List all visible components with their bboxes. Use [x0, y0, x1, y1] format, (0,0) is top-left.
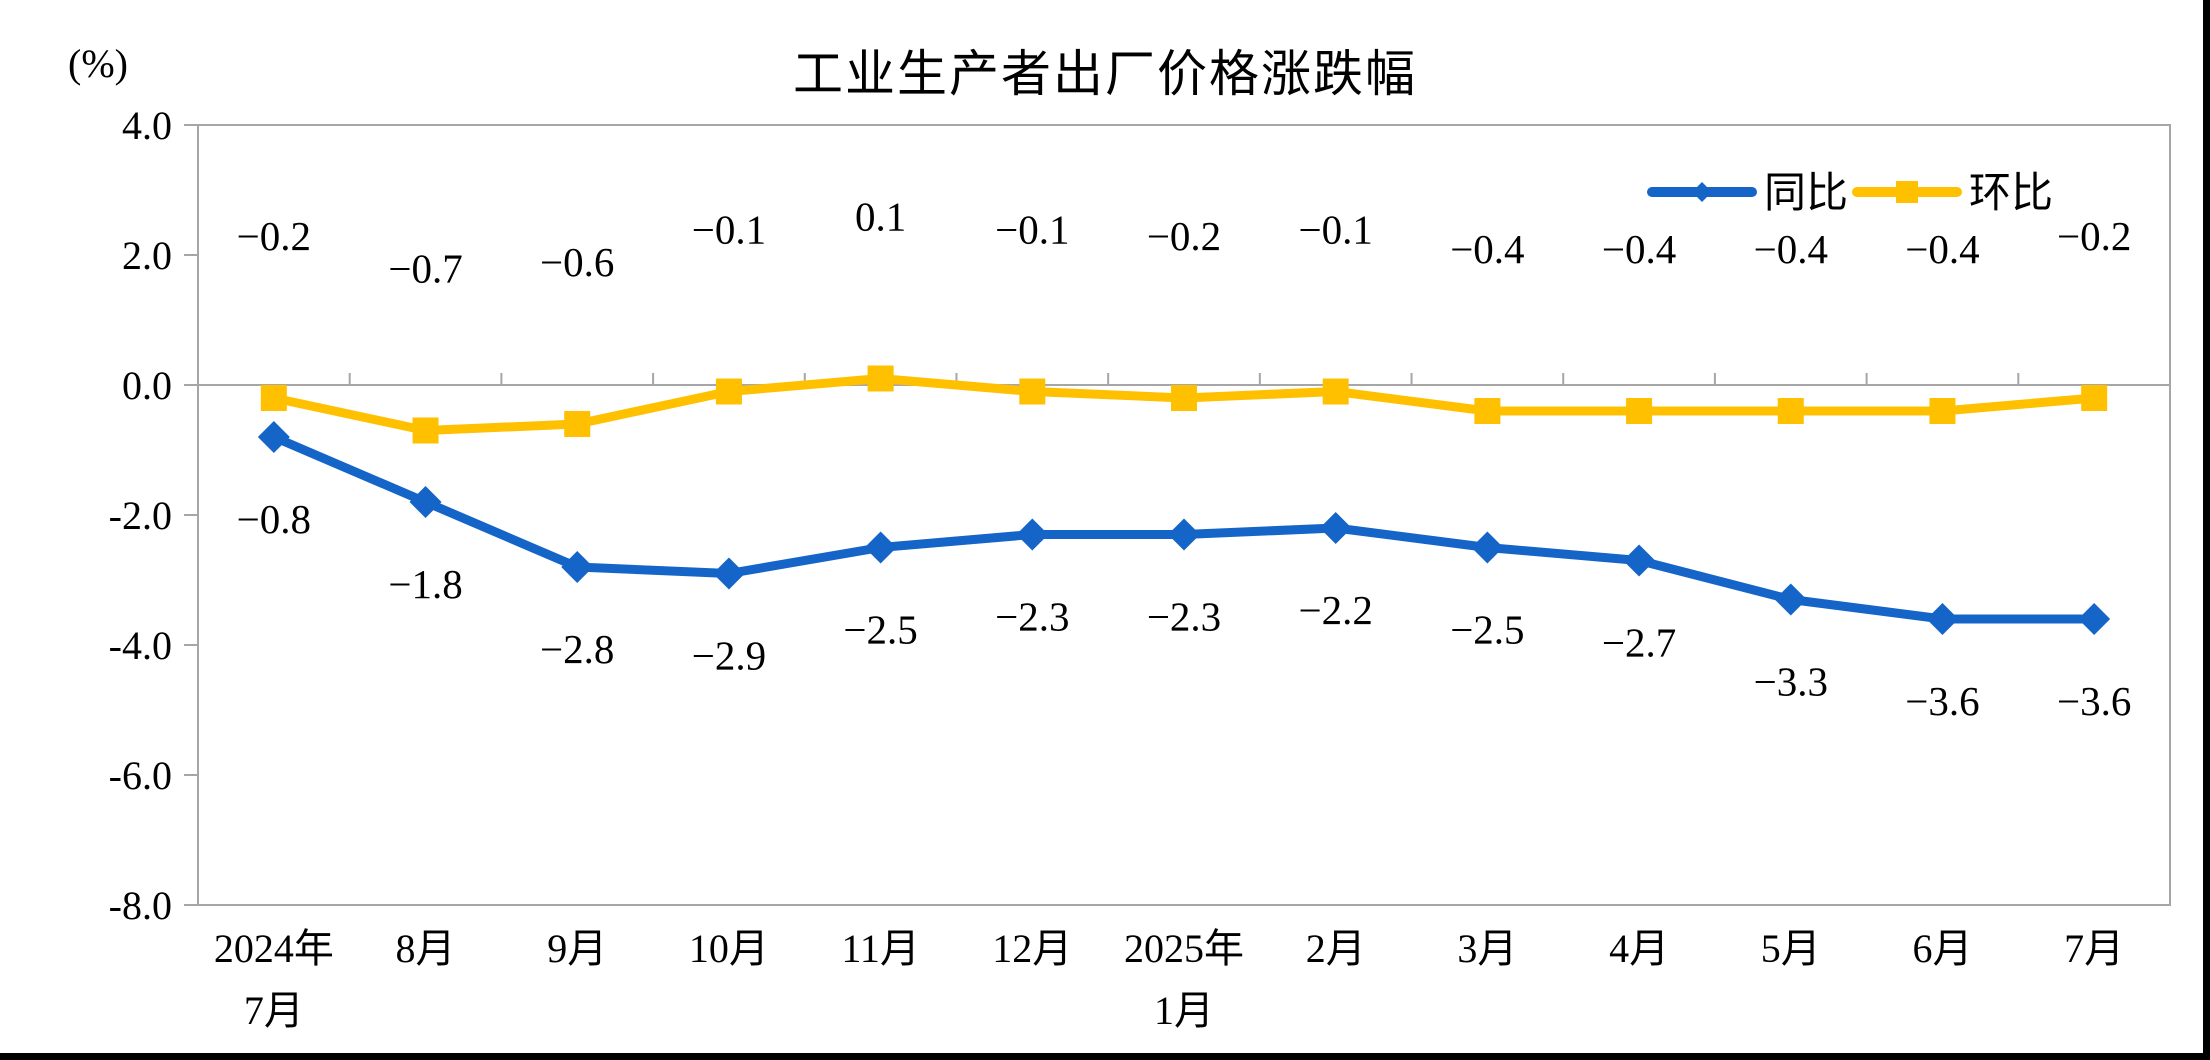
- x-axis-label: 6月: [1912, 926, 1972, 971]
- mom-data-label: 0.1: [855, 194, 906, 240]
- chart-title: 工业生产者出厂价格涨跌幅: [793, 46, 1417, 102]
- yoy-marker: [2078, 603, 2111, 635]
- yoy-data-label: −2.2: [1299, 587, 1373, 633]
- yoy-marker: [409, 486, 442, 518]
- y-axis-unit-label: (%): [68, 41, 128, 86]
- mom-data-label: −0.4: [1905, 226, 1979, 272]
- yoy-marker: [1319, 512, 1352, 544]
- mom-data-label: −0.2: [237, 213, 311, 259]
- yoy-data-label: −3.6: [1905, 678, 1979, 724]
- mom-marker: [2081, 385, 2108, 411]
- y-axis-tick-label: -8.0: [109, 883, 172, 928]
- mom-data-label: −0.4: [1450, 226, 1524, 272]
- yoy-data-label: −2.9: [692, 633, 766, 679]
- x-axis-label: 8月: [396, 926, 456, 971]
- y-axis-tick-label: 4.0: [122, 103, 172, 148]
- mom-data-label: −0.1: [995, 207, 1069, 253]
- legend-label: 同比: [1764, 171, 1848, 217]
- mom-marker: [1626, 398, 1653, 424]
- x-axis-label: 2024年: [214, 926, 334, 971]
- x-axis-label: 12月: [992, 926, 1072, 971]
- x-axis-label: 11月: [841, 926, 920, 971]
- mom-marker: [1474, 398, 1501, 424]
- mom-marker: [715, 378, 742, 405]
- x-axis-label: 7月: [2064, 926, 2124, 971]
- mom-data-label: −0.4: [1602, 226, 1676, 272]
- yoy-data-label: −1.8: [388, 561, 462, 607]
- mom-data-label: −0.2: [2057, 213, 2131, 259]
- yoy-data-label: −3.6: [2057, 678, 2131, 724]
- mom-marker: [412, 417, 439, 444]
- y-axis-tick-label: -6.0: [109, 753, 172, 798]
- y-axis-tick-label: -2.0: [109, 493, 172, 538]
- legend-label: 环比: [1969, 171, 2053, 217]
- mom-marker: [564, 411, 591, 437]
- x-axis-label: 10月: [689, 926, 769, 971]
- mom-marker: [1171, 385, 1197, 411]
- yoy-marker: [1016, 518, 1049, 551]
- yoy-marker: [561, 551, 594, 583]
- legend-marker-diamond: [1692, 182, 1712, 202]
- yoy-marker: [1774, 583, 1807, 616]
- yoy-data-label: −2.8: [540, 626, 614, 672]
- yoy-data-label: −3.3: [1754, 659, 1828, 705]
- yoy-marker: [1168, 518, 1200, 551]
- x-axis-label: 4月: [1609, 926, 1669, 971]
- screenshot-right-edge: [2203, 0, 2210, 1060]
- x-axis-label: 7月: [244, 988, 304, 1033]
- yoy-data-label: −2.5: [1450, 607, 1524, 653]
- mom-data-label: −0.1: [1299, 207, 1373, 253]
- yoy-data-label: −0.8: [237, 496, 311, 542]
- mom-marker: [1019, 378, 1046, 405]
- mom-data-label: −0.6: [540, 239, 614, 285]
- yoy-marker: [864, 531, 897, 564]
- mom-data-label: −0.4: [1754, 226, 1828, 272]
- yoy-data-label: −2.7: [1602, 620, 1676, 666]
- yoy-marker: [1926, 603, 1959, 635]
- mom-marker: [260, 385, 287, 411]
- y-axis-tick-label: 2.0: [122, 233, 172, 278]
- mom-data-label: −0.7: [388, 246, 462, 292]
- mom-data-label: −0.1: [692, 207, 766, 253]
- screenshot-bottom-edge: [0, 1053, 2210, 1060]
- mom-data-label: −0.2: [1147, 213, 1221, 259]
- x-axis-label: 3月: [1457, 926, 1517, 971]
- yoy-data-label: −2.3: [1147, 594, 1221, 640]
- mom-marker: [867, 365, 894, 392]
- yoy-marker: [712, 557, 745, 590]
- yoy-marker: [1471, 531, 1504, 564]
- yoy-data-label: −2.3: [995, 594, 1069, 640]
- yoy-data-label: −2.5: [843, 607, 917, 653]
- x-axis-label: 1月: [1154, 988, 1214, 1033]
- x-axis-label: 2025年: [1124, 926, 1244, 971]
- mom-marker: [1322, 378, 1349, 405]
- x-axis-label: 9月: [547, 926, 607, 971]
- yoy-marker: [1623, 544, 1656, 577]
- legend-marker-square: [1896, 181, 1918, 203]
- y-axis-tick-label: 0.0: [122, 363, 172, 408]
- mom-marker: [1777, 398, 1804, 424]
- yoy-marker: [257, 421, 290, 453]
- x-axis-label: 5月: [1761, 926, 1821, 971]
- x-axis-label: 2月: [1306, 926, 1366, 971]
- mom-marker: [1929, 398, 1956, 424]
- y-axis-tick-label: -4.0: [109, 623, 172, 668]
